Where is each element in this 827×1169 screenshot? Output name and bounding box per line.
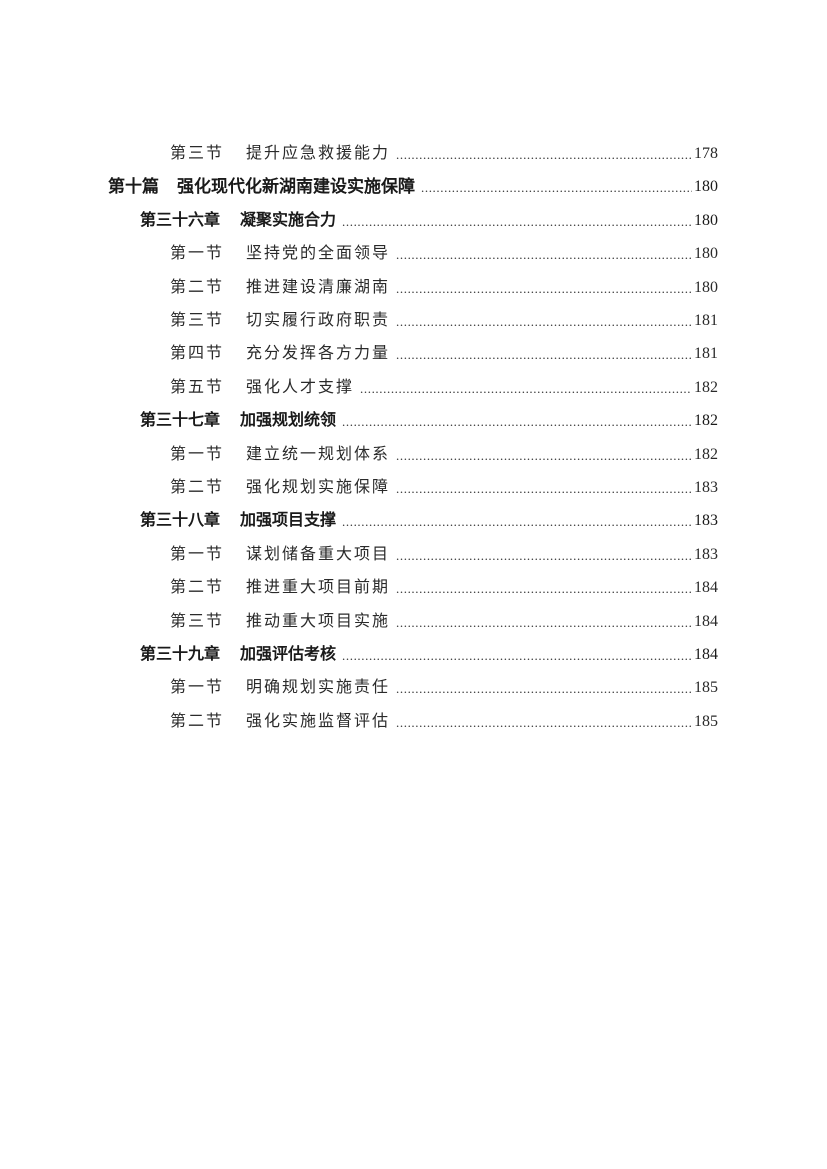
entry-number: 第三十七章 (140, 412, 221, 430)
entry-title: 建立统一规划体系 (246, 445, 391, 463)
page-number: 182 (694, 378, 718, 396)
dot-leader (421, 179, 692, 197)
entry-title: 充分发挥各方力量 (246, 345, 391, 363)
entry-title: 加强规划统领 (240, 412, 337, 430)
entry-number: 第三节 (170, 612, 225, 630)
toc-entry-section[interactable]: 第五节 强化人才支撑 182 (170, 370, 718, 398)
dot-leader (396, 580, 692, 598)
entry-number: 第二节 (170, 579, 225, 597)
page-number: 180 (694, 211, 718, 229)
entry-number: 第五节 (170, 378, 225, 396)
page-number: 184 (694, 646, 718, 663)
entry-number: 第三节 (170, 312, 225, 329)
toc-entry-chapter[interactable]: 第三十六章 凝聚实施合力 180 (140, 203, 718, 231)
page-number: 183 (694, 512, 718, 530)
entry-title: 切实履行政府职责 (246, 312, 391, 329)
page-number: 180 (694, 245, 718, 263)
entry-title: 强化规划实施保障 (246, 479, 391, 496)
entry-title: 加强项目支撑 (240, 512, 337, 530)
entry-title: 谋划储备重大项目 (246, 545, 391, 563)
page-number: 181 (694, 345, 718, 363)
dot-leader (396, 680, 692, 698)
entry-number: 第一节 (170, 545, 225, 563)
page-number: 180 (694, 178, 718, 196)
page-number: 180 (694, 278, 718, 296)
dot-leader (396, 714, 692, 732)
toc-entry-section[interactable]: 第四节 充分发挥各方力量 181 (170, 336, 718, 364)
entry-title: 强化人才支撑 (246, 378, 355, 396)
entry-number: 第四节 (170, 345, 225, 363)
entry-number: 第一节 (170, 679, 225, 697)
entry-number: 第十篇 (108, 177, 159, 197)
toc-entry-section[interactable]: 第二节 推进建设清廉湖南 180 (170, 270, 718, 298)
entry-number: 第一节 (170, 245, 225, 263)
entry-number: 第三节 (170, 145, 225, 162)
page-number: 184 (694, 579, 718, 597)
entry-title: 推进建设清廉湖南 (246, 278, 391, 296)
dot-leader (396, 547, 692, 565)
dot-leader (342, 413, 692, 431)
page-number: 183 (694, 545, 718, 563)
dot-leader (396, 480, 692, 498)
toc-entry-section[interactable]: 第二节 强化规划实施保障 183 (170, 470, 718, 498)
entry-title: 凝聚实施合力 (240, 211, 337, 229)
page-number: 182 (694, 412, 718, 430)
entry-title: 强化实施监督评估 (246, 712, 391, 730)
entry-number: 第二节 (170, 479, 225, 496)
entry-number: 第二节 (170, 712, 225, 730)
dot-leader (342, 213, 692, 231)
dot-leader (396, 246, 692, 264)
dot-leader (396, 313, 692, 331)
entry-title: 加强评估考核 (240, 646, 337, 663)
entry-title: 推进重大项目前期 (246, 579, 391, 597)
page-number: 182 (694, 445, 718, 463)
toc-entry-section[interactable]: 第一节 谋划储备重大项目 183 (170, 537, 718, 565)
entry-title: 明确规划实施责任 (246, 679, 391, 697)
entry-number: 第三十九章 (140, 646, 221, 663)
toc-entry-section[interactable]: 第三节 提升应急救援能力 178 (170, 136, 718, 164)
toc-entry-section[interactable]: 第三节 推动重大项目实施 184 (170, 604, 718, 632)
entry-number: 第三十八章 (140, 512, 221, 530)
dot-leader (396, 346, 692, 364)
entry-title: 推动重大项目实施 (246, 612, 391, 630)
page-number: 184 (694, 612, 718, 630)
dot-leader (396, 614, 692, 632)
page-number: 178 (694, 145, 718, 162)
page-number: 185 (694, 679, 718, 697)
toc-entry-chapter[interactable]: 第三十七章 加强规划统领 182 (140, 403, 718, 431)
toc-entry-section[interactable]: 第一节 坚持党的全面领导 180 (170, 236, 718, 264)
entry-number: 第三十六章 (140, 211, 221, 229)
dot-leader (342, 647, 692, 665)
dot-leader (396, 447, 692, 465)
toc-entry-section[interactable]: 第三节 切实履行政府职责 181 (170, 303, 718, 331)
dot-leader (360, 380, 692, 398)
toc-entry-chapter[interactable]: 第三十九章 加强评估考核 184 (140, 637, 718, 665)
dot-leader (396, 146, 692, 164)
toc-entry-chapter[interactable]: 第三十八章 加强项目支撑 183 (140, 503, 718, 531)
entry-title: 强化现代化新湖南建设实施保障 (177, 177, 415, 197)
entry-title: 提升应急救援能力 (246, 145, 391, 162)
entry-title: 坚持党的全面领导 (246, 245, 391, 263)
entry-number: 第一节 (170, 445, 225, 463)
page-number: 183 (694, 479, 718, 496)
toc-entry-section[interactable]: 第二节 强化实施监督评估 185 (170, 704, 718, 732)
page-number: 185 (694, 712, 718, 730)
toc-entry-section[interactable]: 第二节 推进重大项目前期 184 (170, 570, 718, 598)
dot-leader (396, 280, 692, 298)
entry-number: 第二节 (170, 278, 225, 296)
toc-entry-section[interactable]: 第一节 建立统一规划体系 182 (170, 437, 718, 465)
page-number: 181 (694, 312, 718, 329)
toc-entry-section[interactable]: 第一节 明确规划实施责任 185 (170, 670, 718, 698)
dot-leader (342, 513, 692, 531)
